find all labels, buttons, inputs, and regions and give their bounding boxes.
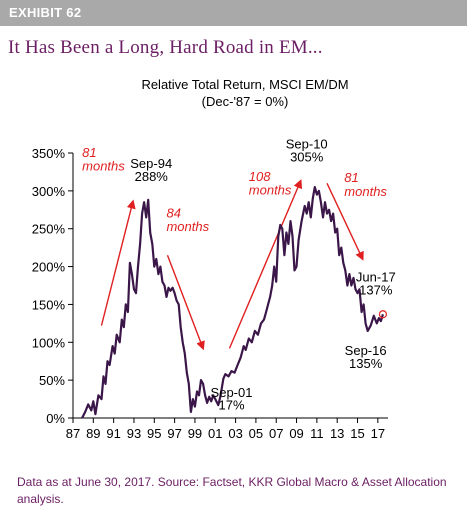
y-tick-label: 100% — [32, 335, 66, 350]
x-axis: 87 89 91 93 95 97 99 01 03 05 07 09 11 13 15 17 — [66, 418, 385, 441]
x-tick-label: 93 — [127, 426, 141, 441]
duration-annotation: 108 — [249, 169, 271, 184]
x-tick-label: 03 — [228, 426, 242, 441]
trend-arrow — [100, 199, 136, 326]
x-tick-label: 95 — [147, 426, 161, 441]
chart-subtitle: (Dec-'87 = 0%) — [202, 94, 289, 109]
headline: It Has Been a Long, Hard Road in EM... — [8, 37, 323, 58]
point-label: Sep-01 — [211, 385, 253, 400]
duration-annotation: months — [344, 184, 387, 199]
chart-title: Relative Total Return, MSCI EM/DM — [141, 77, 348, 92]
x-tick-label: 07 — [269, 426, 283, 441]
exhibit-label: EXHIBIT 62 — [9, 5, 82, 20]
chart: Relative Total Return, MSCI EM/DM (Dec-'… — [32, 77, 396, 441]
y-tick-label: 300% — [32, 184, 66, 199]
duration-annotation: 81 — [344, 170, 358, 185]
point-label: 135% — [349, 356, 383, 371]
x-tick-label: 99 — [188, 426, 202, 441]
trend-arrows — [100, 179, 364, 351]
series-line-em-dm — [81, 186, 384, 419]
duration-annotation: months — [249, 183, 292, 198]
duration-annotation: months — [82, 158, 125, 173]
point-label: Sep-10 — [286, 136, 328, 151]
y-tick-label: 0% — [46, 411, 65, 426]
x-tick-label: 89 — [86, 426, 100, 441]
end-point-marker — [378, 310, 388, 319]
y-axis: 0% 50% 100% 150% 200% 250% 300% 350% — [32, 146, 73, 426]
x-tick-label: 15 — [350, 426, 364, 441]
exhibit-bar: EXHIBIT 62 — [0, 0, 467, 26]
x-tick-label: 97 — [167, 426, 181, 441]
point-label: 17% — [219, 398, 245, 413]
point-label: 137% — [359, 283, 393, 298]
x-tick-label: 91 — [106, 426, 120, 441]
y-tick-label: 250% — [32, 222, 66, 237]
point-label: Jun-17 — [356, 270, 396, 285]
trend-arrow — [228, 179, 303, 349]
x-tick-label: 17 — [371, 426, 385, 441]
y-tick-label: 350% — [32, 146, 66, 161]
x-tick-label: 01 — [208, 426, 222, 441]
duration-annotation: months — [166, 219, 209, 234]
point-label: 305% — [290, 149, 324, 164]
y-tick-label: 50% — [39, 373, 65, 388]
x-tick-label: 13 — [330, 426, 344, 441]
x-tick-label: 05 — [249, 426, 263, 441]
trend-arrow — [166, 254, 205, 351]
duration-annotation: 84 — [166, 205, 180, 220]
x-tick-label: 87 — [66, 426, 80, 441]
trend-arrow — [326, 182, 364, 261]
x-tick-label: 11 — [310, 426, 324, 441]
duration-annotation: 81 — [82, 145, 96, 160]
point-label: 288% — [135, 169, 169, 184]
point-label: Sep-16 — [345, 343, 387, 358]
y-tick-label: 200% — [32, 260, 66, 275]
y-tick-label: 150% — [32, 297, 66, 312]
x-tick-label: 09 — [289, 426, 303, 441]
footnote: Data as at June 30, 2017. Source: Factse… — [17, 475, 447, 506]
point-label: Sep-94 — [130, 156, 172, 171]
